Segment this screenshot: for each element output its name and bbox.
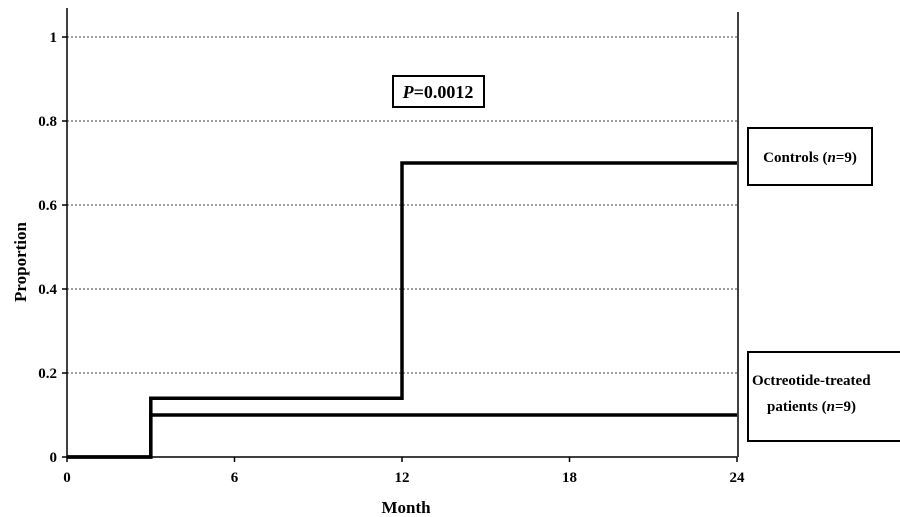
p-value-number: =0.0012 (414, 82, 474, 102)
series-line-octreotide (67, 413, 737, 459)
x-tick-labels: 0 6 12 18 24 (63, 457, 745, 486)
x-tick-label-1: 6 (231, 470, 239, 486)
y-tick-labels: 0 0.2 0.4 0.6 0.8 1 (38, 30, 67, 466)
legend-octreotide-n: n (827, 399, 835, 415)
x-tick-label-4: 24 (730, 470, 746, 486)
legend-octreotide-line2: patients (n=9) (767, 399, 856, 415)
p-value-prefix: P (402, 82, 415, 102)
legend-controls-n: n (827, 150, 835, 166)
y-tick-label-5: 1 (50, 30, 58, 46)
x-tick-label-0: 0 (63, 470, 71, 486)
y-axis-title: Proportion (11, 221, 30, 302)
legend-octreotide-line1: Octreotide-treated (752, 373, 871, 389)
legend-controls-box (747, 127, 873, 186)
y-tick-label-2: 0.4 (38, 282, 57, 298)
legend-controls: Controls (n=9) (747, 127, 873, 186)
legend-octreotide-box (747, 351, 900, 442)
legend-controls-lead: Controls ( (763, 150, 827, 166)
x-tick-label-3: 18 (562, 470, 577, 486)
y-tick-label-3: 0.6 (38, 198, 57, 214)
x-tick-label-2: 12 (395, 470, 410, 486)
y-tick-label-4: 0.8 (38, 114, 57, 130)
x-axis-title: Month (381, 498, 431, 517)
p-value-annotation: P=0.0012 (392, 75, 485, 108)
legend-controls-label: Controls (n=9) (763, 150, 857, 166)
y-tick-label-0: 0 (50, 450, 58, 466)
legend-octreotide: Octreotide-treated patients (n=9) (747, 351, 900, 442)
y-tick-label-1: 0.2 (38, 366, 57, 382)
series-lines (67, 161, 737, 459)
legend-octreotide-lead: patients ( (767, 399, 827, 415)
legend-controls-rest: =9) (836, 150, 857, 166)
p-value-box (392, 75, 485, 108)
p-value-label: P=0.0012 (402, 82, 474, 102)
series-line-controls (67, 161, 737, 459)
legend-octreotide-rest: =9) (835, 399, 856, 415)
